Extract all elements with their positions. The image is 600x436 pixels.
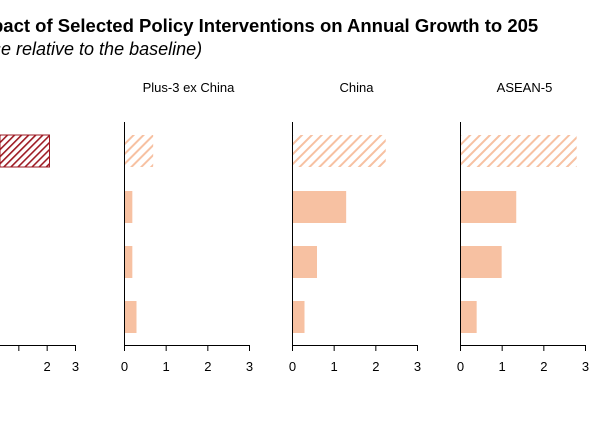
bar bbox=[461, 301, 477, 333]
x-tick-label: 2 bbox=[540, 359, 547, 374]
x-tick-label: 2 bbox=[204, 359, 211, 374]
chart-subtitle: se relative to the baseline) bbox=[0, 39, 203, 59]
bar bbox=[125, 301, 137, 333]
bar bbox=[293, 301, 305, 333]
bar bbox=[125, 135, 154, 167]
chart-title: pact of Selected Policy Interventions on… bbox=[0, 15, 539, 36]
x-tick-label: 3 bbox=[582, 359, 589, 374]
bar bbox=[125, 246, 133, 278]
x-tick-label: 1 bbox=[331, 359, 338, 374]
bar bbox=[461, 246, 502, 278]
bar bbox=[461, 135, 577, 167]
x-tick-label: 1 bbox=[499, 359, 506, 374]
chart-panel-4: ASEAN-5 0 1 2 3 bbox=[457, 80, 589, 374]
x-tick-label: 2 bbox=[44, 359, 51, 374]
bar bbox=[293, 246, 318, 278]
panel-title: Plus-3 ex China bbox=[143, 80, 236, 95]
chart-panel-2: Plus-3 ex China 0 1 2 3 bbox=[121, 80, 253, 374]
x-tick-label: 0 bbox=[457, 359, 464, 374]
bar bbox=[293, 191, 347, 223]
bar bbox=[293, 135, 386, 167]
x-tick-label: 3 bbox=[72, 359, 79, 374]
x-tick-label: 0 bbox=[289, 359, 296, 374]
chart-panel-3: China 0 1 2 3 bbox=[289, 80, 421, 374]
x-tick-label: 1 bbox=[163, 359, 170, 374]
x-tick-label: 2 bbox=[372, 359, 379, 374]
bar bbox=[0, 134, 50, 168]
x-tick-label: 3 bbox=[414, 359, 421, 374]
x-tick-label: 3 bbox=[246, 359, 253, 374]
panel-title: ASEAN-5 bbox=[497, 80, 553, 95]
x-tick-label: 0 bbox=[121, 359, 128, 374]
bar bbox=[125, 191, 133, 223]
bar bbox=[461, 191, 517, 223]
panel-title: China bbox=[340, 80, 375, 95]
